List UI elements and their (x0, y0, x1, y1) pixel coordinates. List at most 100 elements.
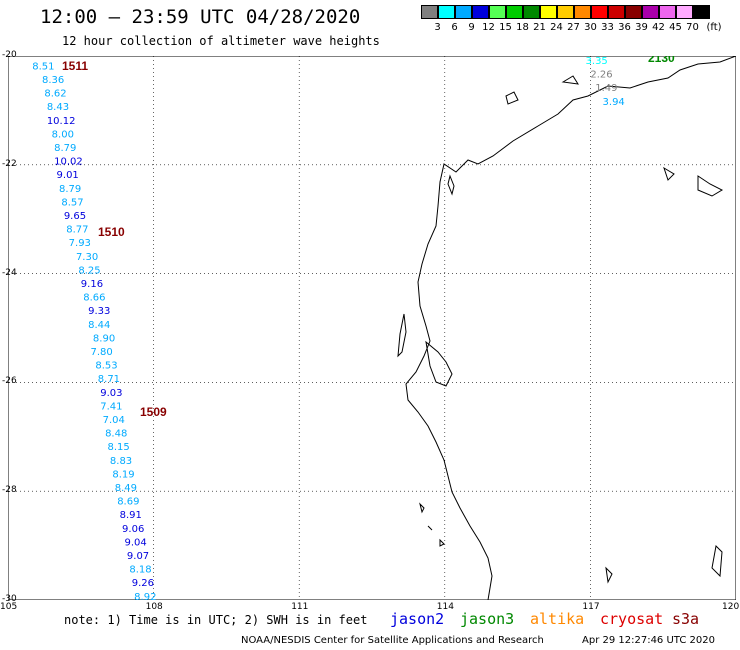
longitude-tick-label: 117 (582, 602, 600, 612)
south-east-islands (605, 166, 724, 584)
scale-swatch (421, 5, 438, 19)
wave-height-observations: 8.51 8.36 8.62 8.43 10.12 8.00 8.79 10.02 9.01 8.… (32, 56, 625, 600)
graticule (8, 56, 736, 600)
scale-label: 70 (686, 22, 699, 33)
scale-swatch (438, 5, 455, 19)
wave-height-value: 8.90 (93, 333, 115, 344)
wave-height-value: 8.19 (112, 469, 134, 480)
credit-text: NOAA/NESDIS Center for Satellite Applica… (241, 635, 544, 646)
wave-height-value: 10.12 (47, 116, 76, 127)
map-title: 12:00 — 23:59 UTC 04/28/2020 (40, 6, 361, 28)
wave-height-value: 7.04 (103, 415, 125, 426)
map-plot: 8.51 8.36 8.62 8.43 10.12 8.00 8.79 10.02 9.01 8.… (8, 56, 736, 600)
wave-height-value: 7.30 (76, 252, 98, 263)
wave-height-value: 8.66 (83, 293, 105, 304)
satellite-legend-s3a: s3a (672, 610, 700, 628)
scale-label: 33 (601, 22, 614, 33)
scale-unit: (ft) (706, 22, 722, 33)
map-subtitle: 12 hour collection of altimeter wave hei… (62, 34, 380, 48)
scale-label: 36 (618, 22, 631, 33)
wave-height-value: 7.41 (100, 401, 122, 412)
wave-height-value: 8.49 (115, 483, 137, 494)
australia-west-coast (405, 56, 736, 600)
wave-height-value: 8.83 (110, 456, 132, 467)
coastline (397, 56, 736, 600)
scale-label: 12 (482, 22, 495, 33)
wave-height-value: 8.57 (61, 197, 83, 208)
abrolhos-islands (419, 502, 445, 547)
scale-swatch (574, 5, 591, 19)
wave-height-value: 8.79 (54, 143, 76, 154)
wave-height-value: 9.03 (100, 388, 122, 399)
wave-height-value: 9.65 (64, 211, 86, 222)
scale-swatch (608, 5, 625, 19)
wave-height-value: 9.01 (57, 170, 79, 181)
longitude-tick-label: 105 (0, 602, 18, 612)
plot-frame (8, 56, 736, 600)
wave-height-value: 8.71 (98, 374, 120, 385)
wave-height-value: 9.06 (122, 524, 144, 535)
wave-height-value: 8.18 (129, 565, 151, 576)
scale-swatch (540, 5, 557, 19)
scale-swatch (625, 5, 642, 19)
track-time-label: 1510 (98, 225, 125, 239)
scale-label: 9 (468, 22, 475, 33)
scale-swatch (659, 5, 676, 19)
scale-label: 6 (451, 22, 458, 33)
satellite-legend-jason2: jason2 (390, 610, 445, 628)
wave-height-value: 8.91 (120, 510, 142, 521)
wave-height-value: 10.02 (54, 157, 83, 168)
scale-label: 15 (499, 22, 512, 33)
wave-height-value: 8.15 (107, 442, 129, 453)
wave-height-value: 2.26 (590, 70, 612, 81)
wave-height-value: 8.62 (44, 89, 66, 100)
wave-height-value: 3.35 (586, 56, 608, 67)
barrow-island (447, 174, 455, 196)
latitude-tick-label: -26 (2, 376, 17, 387)
wave-height-value: 9.26 (132, 578, 154, 589)
wave-height-value: 8.77 (66, 225, 88, 236)
scale-swatch (591, 5, 608, 19)
wave-height-value: 8.79 (59, 184, 81, 195)
track-time-label: 2130 (648, 56, 675, 65)
latitude-tick-label: -20 (2, 50, 17, 60)
scale-label: 3 (434, 22, 441, 33)
latitude-tick-label: -28 (2, 485, 17, 496)
wave-height-value: 9.07 (127, 551, 149, 562)
scale-label: 39 (635, 22, 648, 33)
wave-height-value: 8.43 (47, 102, 69, 113)
wave-height-value: 1.49 (595, 83, 617, 94)
track-time-label: 1509 (140, 405, 167, 419)
scale-label: 45 (669, 22, 682, 33)
dirk-hartog-island (397, 313, 407, 358)
scale-swatch (506, 5, 523, 19)
scale-swatch (472, 5, 489, 19)
wave-height-value: 9.33 (88, 306, 110, 317)
scale-label: 27 (567, 22, 580, 33)
north-islands (505, 75, 579, 105)
wave-height-value: 3.94 (603, 97, 625, 108)
track-time-labels: 1511 1510 1509 2130 (62, 56, 675, 419)
footer-note: note: 1) Time is in UTC; 2) SWH is in fe… (64, 613, 368, 627)
credit-date: Apr 29 12:27:46 UTC 2020 (582, 635, 715, 646)
scale-swatch (523, 5, 540, 19)
wave-height-value: 8.48 (105, 429, 127, 440)
satellite-legend-cryosat: cryosat (600, 610, 664, 628)
scale-swatch (676, 5, 693, 19)
longitude-tick-label: 120 (722, 602, 740, 612)
scale-swatch (489, 5, 506, 19)
scale-swatch (642, 5, 659, 19)
wave-height-value: 8.69 (117, 497, 139, 508)
wave-height-value: 8.53 (95, 361, 117, 372)
wave-height-value: 9.16 (81, 279, 103, 290)
scale-label: 24 (550, 22, 563, 33)
latitude-tick-label: -22 (2, 158, 17, 169)
shark-bay-peninsula (425, 340, 453, 387)
scale-label: 21 (533, 22, 546, 33)
scale-label: 42 (652, 22, 665, 33)
longitude-tick-label: 111 (291, 602, 309, 612)
scale-swatch (557, 5, 574, 19)
latitude-tick-label: -30 (2, 594, 17, 604)
scale-swatch (693, 5, 710, 19)
wave-height-value: 8.25 (78, 265, 100, 276)
